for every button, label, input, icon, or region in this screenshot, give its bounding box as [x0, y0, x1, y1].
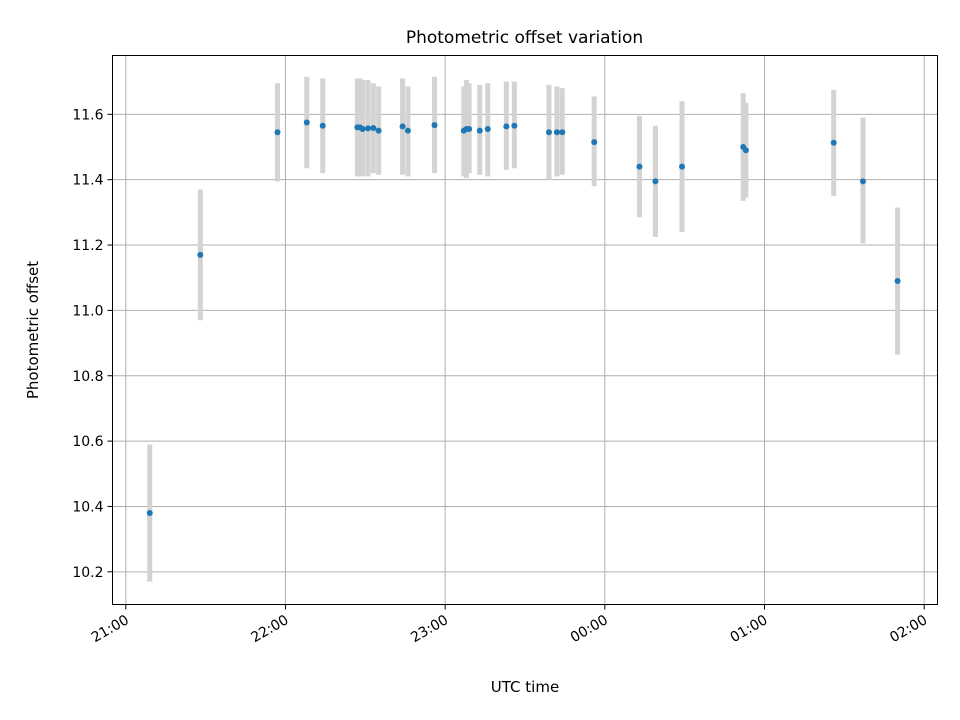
data-point: [375, 127, 382, 134]
plot-frame: [112, 55, 938, 605]
data-point: [404, 127, 411, 134]
data-point: [476, 127, 483, 134]
grid-lines: [112, 55, 938, 605]
data-point: [894, 277, 901, 284]
data-point: [559, 129, 566, 136]
y-tick-label: 11.2: [72, 238, 103, 254]
x-axis-label: UTC time: [491, 678, 559, 696]
data-point: [364, 125, 371, 132]
y-tick-label: 11.6: [72, 107, 103, 123]
data-point: [359, 126, 366, 133]
data-point: [197, 251, 204, 258]
data-point: [742, 147, 749, 154]
data-point: [553, 129, 560, 136]
data-point: [503, 123, 510, 130]
data-point: [830, 139, 837, 146]
y-axis-ticks: 10.2 10.4 10.6 10.8 11.0 11.2 11.4 11.6: [72, 107, 113, 581]
data-point: [591, 139, 598, 146]
data-point: [636, 163, 643, 170]
data-point: [484, 126, 491, 133]
y-tick-label: 10.6: [72, 434, 103, 450]
chart-title: Photometric offset variation: [406, 28, 643, 48]
data-point: [431, 122, 438, 129]
y-tick-label: 11.4: [72, 173, 103, 189]
data-point: [679, 163, 686, 170]
data-point: [399, 123, 406, 130]
data-point: [859, 178, 866, 185]
data-points: [146, 119, 901, 516]
y-tick-label: 11.0: [72, 303, 103, 319]
data-point: [545, 129, 552, 136]
data-point: [652, 178, 659, 185]
y-tick-label: 10.8: [72, 369, 103, 385]
data-point: [511, 122, 518, 129]
data-point: [466, 126, 473, 133]
y-tick-label: 10.4: [72, 499, 103, 515]
data-point: [146, 510, 153, 516]
y-axis-label: Photometric offset: [24, 261, 42, 399]
y-tick-label: 10.2: [72, 565, 103, 581]
data-point: [319, 122, 326, 129]
data-point: [274, 129, 281, 136]
data-point: [303, 119, 310, 126]
data-point: [370, 125, 377, 132]
